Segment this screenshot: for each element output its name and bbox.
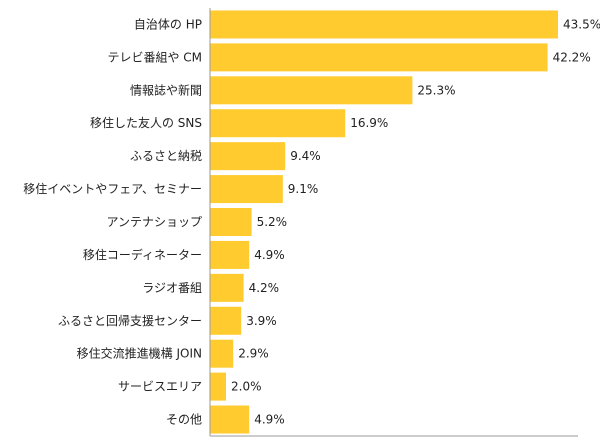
value-label: 3.9% xyxy=(246,314,277,328)
value-label: 9.4% xyxy=(290,149,321,163)
bar xyxy=(210,339,234,368)
category-label: 移住した友人の SNS xyxy=(90,116,202,130)
value-label: 42.2% xyxy=(553,50,591,64)
value-label: 16.9% xyxy=(350,116,388,130)
bar xyxy=(210,208,252,236)
value-label: 4.9% xyxy=(254,413,285,427)
bar xyxy=(210,10,558,39)
category-label: ふるさと回帰支援センター xyxy=(58,314,202,328)
category-label: アンテナショップ xyxy=(106,215,202,229)
bar xyxy=(210,306,242,335)
category-label: 情報誌や新聞 xyxy=(130,82,202,97)
bar xyxy=(210,142,286,171)
category-label: その他 xyxy=(166,413,202,427)
bar xyxy=(210,273,244,302)
bar xyxy=(210,405,250,434)
bar xyxy=(210,43,548,72)
category-label: 移住交流推進機構 JOIN xyxy=(77,346,202,361)
category-label: 移住コーディネーター xyxy=(83,247,202,262)
bar xyxy=(210,372,226,401)
category-label: ラジオ番組 xyxy=(142,281,202,295)
bar xyxy=(210,240,250,269)
value-label: 4.2% xyxy=(249,281,280,295)
category-label: 移住イベントやフェア、セミナー xyxy=(23,182,202,196)
category-label: 自治体の HP xyxy=(134,17,202,31)
bar xyxy=(210,76,413,105)
category-label: テレビ番組や CM xyxy=(107,50,202,64)
value-label: 25.3% xyxy=(417,83,455,97)
category-label: ふるさと納税 xyxy=(130,149,202,163)
category-label: サービスエリア xyxy=(118,380,202,394)
value-label: 5.2% xyxy=(257,215,288,229)
value-label: 4.9% xyxy=(254,248,285,262)
value-label: 43.5% xyxy=(563,17,600,31)
value-label: 2.0% xyxy=(231,380,262,394)
value-label: 2.9% xyxy=(238,347,269,361)
value-label: 9.1% xyxy=(288,182,319,196)
bar xyxy=(210,175,283,204)
bar xyxy=(210,109,346,138)
